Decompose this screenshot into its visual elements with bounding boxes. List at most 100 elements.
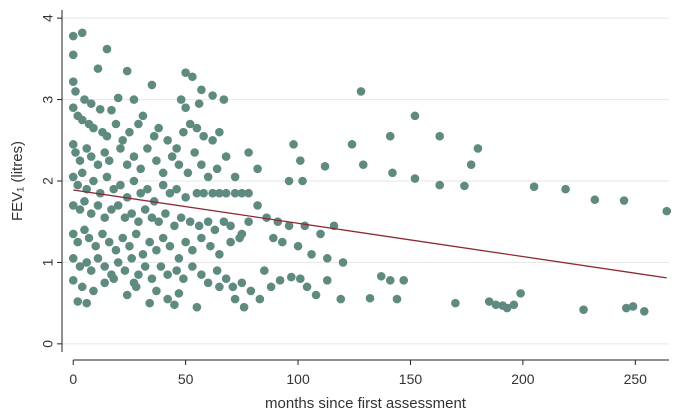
data-point xyxy=(192,302,202,312)
data-point xyxy=(174,254,184,263)
x-tick-label: 100 xyxy=(286,371,310,387)
data-point xyxy=(82,298,92,308)
data-point xyxy=(118,135,127,145)
data-points xyxy=(68,28,672,316)
data-point xyxy=(322,254,332,263)
data-point xyxy=(93,160,103,170)
data-point xyxy=(89,286,98,296)
data-point xyxy=(460,181,469,191)
data-point xyxy=(163,135,172,145)
data-point xyxy=(435,180,444,190)
data-point xyxy=(89,123,98,133)
data-point xyxy=(639,306,649,316)
data-point xyxy=(221,274,231,284)
data-point xyxy=(221,188,231,198)
data-point xyxy=(253,164,262,174)
data-point xyxy=(68,276,78,285)
data-point xyxy=(111,119,121,129)
data-point xyxy=(82,144,92,153)
data-point xyxy=(80,95,89,104)
data-point xyxy=(619,196,629,205)
data-point xyxy=(197,85,206,95)
data-point xyxy=(215,127,224,137)
data-point xyxy=(284,176,294,186)
data-point xyxy=(86,99,96,108)
data-point xyxy=(181,68,190,77)
data-point xyxy=(127,254,136,263)
x-tick-label: 0 xyxy=(69,371,77,387)
data-point xyxy=(399,276,409,285)
data-point xyxy=(230,294,240,304)
data-point xyxy=(68,77,78,86)
data-point xyxy=(167,152,177,161)
data-point xyxy=(385,276,395,285)
data-point xyxy=(176,95,186,104)
data-point xyxy=(662,206,672,216)
data-point xyxy=(102,44,112,54)
data-point xyxy=(104,156,114,165)
data-point xyxy=(208,135,217,145)
data-point xyxy=(116,144,125,153)
data-point xyxy=(266,282,276,292)
data-point xyxy=(174,160,184,170)
data-point xyxy=(239,302,249,312)
data-point xyxy=(73,237,83,247)
gridlines xyxy=(62,17,669,345)
data-point xyxy=(194,221,204,231)
data-point xyxy=(296,274,305,284)
data-point xyxy=(145,237,154,247)
data-point xyxy=(93,201,103,210)
data-point xyxy=(473,144,483,153)
data-point xyxy=(68,140,78,149)
data-point xyxy=(311,290,321,300)
data-point xyxy=(129,152,139,161)
data-point xyxy=(120,266,130,275)
data-point xyxy=(109,274,119,284)
data-point xyxy=(154,123,163,133)
data-point xyxy=(188,245,197,255)
axis-ticks: 0 1 2 3 4 0 50 100 150 200 250 xyxy=(40,14,647,387)
data-point xyxy=(158,233,168,243)
data-point xyxy=(226,237,235,247)
data-point xyxy=(181,103,190,113)
y-axis-title: FEV₁ (litres) xyxy=(9,141,26,221)
data-point xyxy=(102,131,112,141)
data-point xyxy=(219,95,229,104)
data-point xyxy=(109,184,119,194)
data-point xyxy=(86,266,96,275)
y-tick-label: 2 xyxy=(40,177,56,185)
data-point xyxy=(392,294,402,304)
data-point xyxy=(113,93,123,103)
data-point xyxy=(385,131,395,141)
data-point xyxy=(179,127,188,137)
data-point xyxy=(237,188,247,198)
data-point xyxy=(93,254,103,263)
data-point xyxy=(579,305,588,314)
data-point xyxy=(246,286,256,296)
data-point xyxy=(129,278,139,288)
data-point xyxy=(100,262,110,271)
data-point xyxy=(491,300,501,310)
data-point xyxy=(174,289,184,298)
data-point xyxy=(192,188,202,198)
data-point xyxy=(244,148,253,157)
data-point xyxy=(181,192,190,202)
data-point xyxy=(628,302,638,311)
data-point xyxy=(125,241,134,251)
data-point xyxy=(122,290,132,300)
data-point xyxy=(116,180,125,190)
data-point xyxy=(77,115,87,125)
data-point xyxy=(197,270,206,279)
y-tick-label: 1 xyxy=(40,258,56,266)
data-point xyxy=(120,213,130,222)
data-point xyxy=(98,229,107,239)
data-point xyxy=(129,176,139,186)
data-point xyxy=(237,229,247,239)
data-point xyxy=(68,229,78,239)
data-point xyxy=(561,184,570,194)
data-point xyxy=(300,221,310,231)
data-point xyxy=(68,31,78,41)
data-point xyxy=(156,262,166,271)
data-point xyxy=(197,160,206,170)
data-point xyxy=(230,188,240,198)
